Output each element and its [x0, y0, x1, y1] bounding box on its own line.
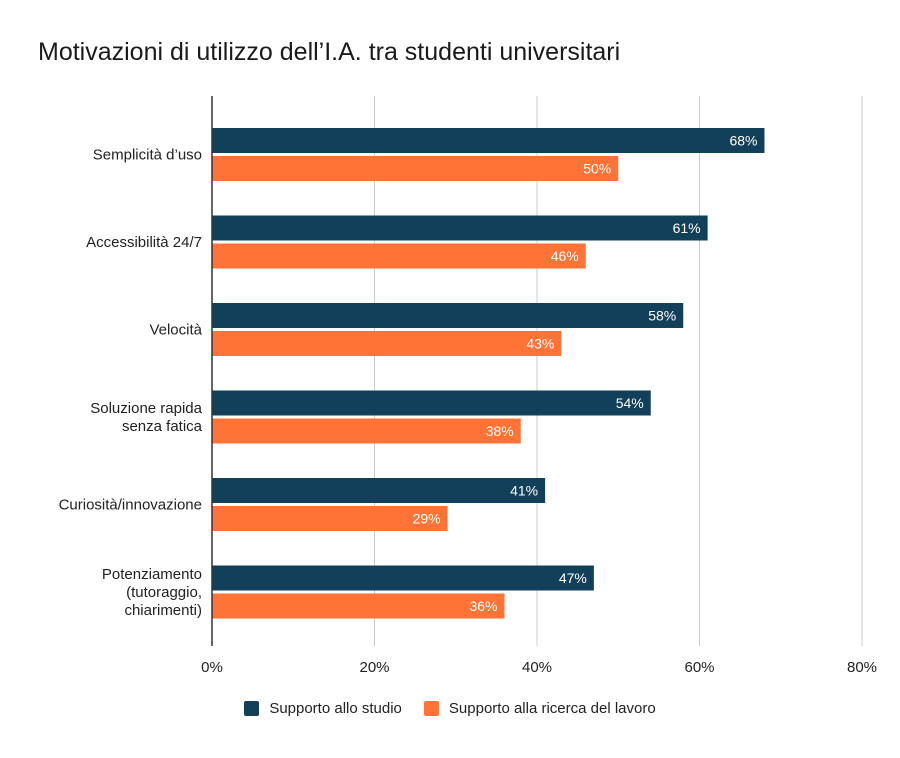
bar-value-label: 47%: [559, 570, 587, 586]
bar: [212, 215, 708, 241]
x-tick-label: 60%: [684, 659, 714, 676]
bar: [212, 593, 505, 619]
category-label: Curiosità/innovazione: [59, 497, 202, 514]
category-label: Accessibilità 24/7: [86, 234, 202, 251]
bar-value-label: 58%: [648, 308, 676, 324]
bar: [212, 390, 651, 416]
legend-item-job[interactable]: Supporto alla ricerca del lavoro: [423, 700, 656, 717]
bar: [212, 331, 562, 356]
bar-value-label: 29%: [413, 511, 441, 527]
bar: [212, 418, 521, 444]
legend-swatch-job: [423, 701, 439, 716]
category-label: Velocità: [149, 322, 202, 339]
bar: [212, 128, 765, 153]
legend: Supporto allo studio Supporto alla ricer…: [0, 700, 900, 717]
bar: [212, 565, 594, 591]
bar: [212, 303, 684, 328]
bar: [212, 478, 546, 503]
category-label: Semplicità d’uso: [93, 147, 202, 164]
bar-value-label: 38%: [486, 423, 514, 439]
bar: [212, 156, 619, 181]
category-label: Potenziamento (tutoraggio, chiarimenti): [102, 566, 202, 619]
chart-title: Motivazioni di utilizzo dell’I.A. tra st…: [38, 38, 621, 66]
bar-value-label: 36%: [469, 598, 497, 614]
legend-swatch-study: [244, 701, 260, 716]
bar-value-label: 68%: [729, 133, 757, 149]
bar-value-label: 41%: [510, 483, 538, 499]
legend-item-study[interactable]: Supporto allo studio: [244, 700, 402, 717]
legend-label-study: Supporto allo studio: [269, 700, 402, 717]
legend-label-job: Supporto alla ricerca del lavoro: [448, 700, 656, 717]
bar: [212, 243, 586, 269]
bar-value-label: 43%: [526, 336, 554, 352]
x-tick-label: 20%: [359, 659, 389, 676]
bar-value-label: 46%: [551, 248, 579, 264]
bar-value-label: 61%: [673, 220, 701, 236]
x-tick-label: 0%: [201, 659, 223, 676]
category-label: Soluzione rapida senza fatica: [90, 400, 202, 435]
bar-value-label: 54%: [616, 395, 644, 411]
x-tick-label: 80%: [847, 659, 877, 676]
bar-value-label: 50%: [583, 161, 611, 177]
bar-chart: 0% 20% 40% 60% 80% 68% 61% 58% 54% 41% 47% 50% 46% 43…: [59, 96, 877, 676]
bar: [212, 506, 448, 531]
x-tick-label: 40%: [522, 659, 552, 676]
